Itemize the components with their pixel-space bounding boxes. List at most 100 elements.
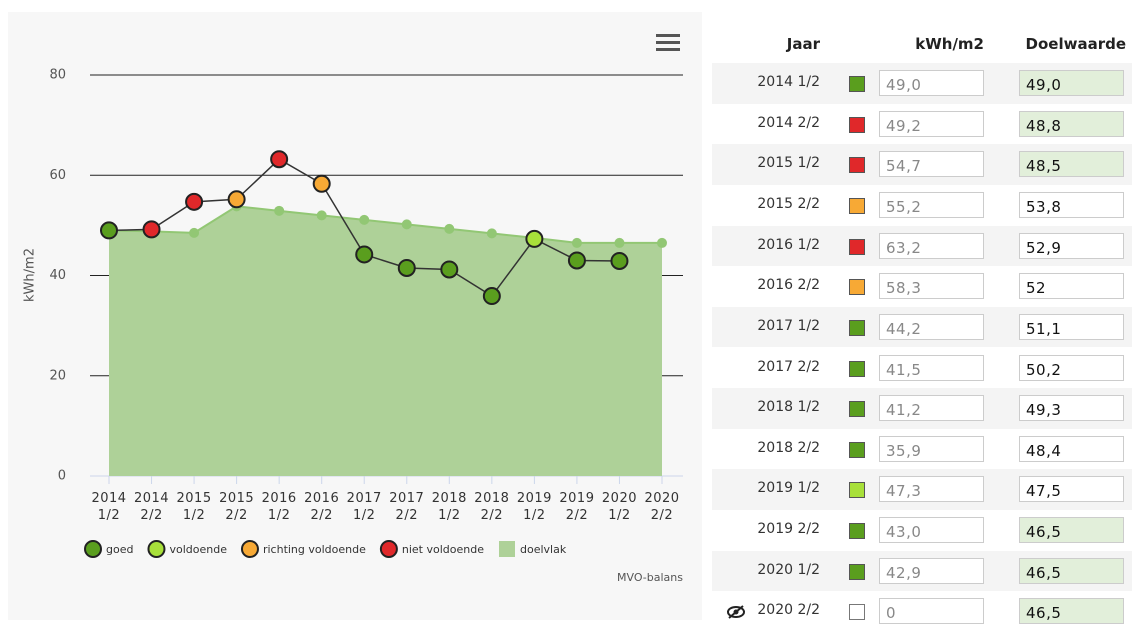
- y-tick-label: 80: [49, 68, 66, 83]
- kwh-point: [100, 221, 118, 240]
- kwh-input[interactable]: 49,2: [879, 110, 984, 137]
- x-tick-label: 2017 1/2: [346, 491, 382, 523]
- year-label: 2014 2/2: [757, 114, 820, 131]
- target-point: [359, 214, 370, 225]
- kwh-point: [397, 258, 416, 277]
- target-line: [108, 205, 662, 244]
- target-point: [571, 237, 582, 248]
- kwh-point: [567, 251, 586, 270]
- legend-symbol: [379, 540, 398, 558]
- kwh-input[interactable]: 47,3: [879, 476, 984, 503]
- year-label: 2016 2/2: [757, 277, 820, 294]
- kwh-input[interactable]: 54,7: [879, 151, 984, 178]
- kwh-input[interactable]: 35,9: [879, 435, 984, 462]
- status-swatch: [849, 441, 865, 458]
- x-tick-label: 2020 2/2: [644, 491, 680, 523]
- credit: MVO-balans: [617, 571, 683, 584]
- x-tick-label: 2016 1/2: [261, 491, 297, 523]
- kwh-point: [185, 192, 204, 211]
- kwh-point: [312, 174, 331, 193]
- target-area: [109, 206, 662, 476]
- year-label: 2019 2/2: [757, 521, 820, 538]
- x-tick-label: 2016 2/2: [304, 491, 340, 523]
- status-swatch: [849, 523, 865, 540]
- kwh-input[interactable]: 41,5: [879, 354, 984, 381]
- chart: kWh/m2 MVO-balans 0 20 40 60 80: [23, 34, 683, 584]
- x-tick-label: 2018 2/2: [474, 491, 510, 523]
- status-swatch: [849, 279, 865, 296]
- year-label: 2015 2/2: [757, 195, 820, 212]
- kwh-point: [440, 260, 459, 279]
- target-input[interactable]: 46,5: [1019, 598, 1124, 625]
- status-swatch: [849, 76, 865, 92]
- status-swatch: [849, 604, 865, 621]
- kwh-point: [270, 150, 289, 169]
- kwh-input[interactable]: 44,2: [879, 313, 984, 340]
- target-point: [274, 205, 285, 216]
- year-label: 2017 1/2: [757, 317, 820, 334]
- target-input[interactable]: 50,2: [1019, 354, 1124, 381]
- target-input[interactable]: 52: [1019, 273, 1124, 300]
- kwh-point: [142, 220, 161, 239]
- target-point: [316, 210, 327, 221]
- target-input[interactable]: 46,5: [1019, 517, 1124, 544]
- x-tick-label: 2018 1/2: [431, 491, 467, 523]
- target-input[interactable]: 49,0: [1019, 70, 1124, 96]
- status-swatch: [849, 360, 865, 377]
- target-point: [614, 237, 625, 248]
- kwh-input[interactable]: 58,3: [879, 273, 984, 300]
- x-tick-label: 2015 2/2: [219, 491, 255, 523]
- target-input[interactable]: 48,4: [1019, 435, 1124, 462]
- target-input[interactable]: 47,5: [1019, 476, 1124, 503]
- kwh-point: [610, 251, 629, 270]
- target-input[interactable]: 48,5: [1019, 151, 1124, 178]
- kwh-input[interactable]: 0: [879, 598, 984, 625]
- legend-label: niet voldoende: [401, 543, 484, 556]
- status-swatch: [849, 197, 865, 214]
- target-input[interactable]: 51,1: [1019, 313, 1124, 340]
- status-swatch: [849, 238, 865, 255]
- x-tick-label: 2015 1/2: [176, 491, 212, 523]
- legend-label: goed: [106, 543, 134, 556]
- x-tick-label: 2019 2/2: [559, 491, 595, 523]
- target-input[interactable]: 46,5: [1019, 557, 1124, 584]
- kwh-input[interactable]: 63,2: [879, 232, 984, 259]
- kwh-input[interactable]: 49,0: [879, 70, 984, 96]
- x-tick-label: 2020 1/2: [601, 491, 637, 523]
- year-label: 2015 1/2: [757, 155, 820, 172]
- target-point: [486, 228, 497, 239]
- kwh-input[interactable]: 43,0: [879, 517, 984, 544]
- target-input[interactable]: 49,3: [1019, 395, 1124, 422]
- legend-symbol: [240, 540, 259, 558]
- kwh-point: [355, 245, 374, 264]
- year-label: 2019 1/2: [757, 480, 820, 497]
- year-label: 2018 1/2: [757, 399, 820, 416]
- status-swatch: [849, 482, 865, 499]
- status-swatch: [849, 157, 865, 174]
- status-swatch: [849, 563, 865, 580]
- menu-icon[interactable]: [656, 34, 680, 51]
- x-tick-label: 2017 2/2: [389, 491, 425, 523]
- table-header: Jaar: [786, 35, 820, 53]
- y-tick-label: 0: [58, 469, 66, 484]
- year-label: 2017 2/2: [757, 358, 820, 375]
- status-swatch: [849, 401, 865, 418]
- target-input[interactable]: 48,8: [1019, 110, 1124, 137]
- target-input[interactable]: 52,9: [1019, 232, 1124, 259]
- kwh-input[interactable]: 41,2: [879, 395, 984, 422]
- table-header: kWh/m2: [915, 35, 984, 53]
- target-point: [657, 237, 667, 248]
- y-tick-label: 20: [49, 368, 66, 383]
- target-point: [444, 223, 455, 234]
- legend-symbol: [499, 541, 515, 557]
- status-swatch: [849, 116, 865, 133]
- target-input[interactable]: 53,8: [1019, 191, 1124, 218]
- hidden-icon[interactable]: [727, 605, 745, 620]
- kwh-input[interactable]: 55,2: [879, 191, 984, 218]
- year-label: 2014 1/2: [757, 74, 820, 90]
- x-tick-label: 2014 1/2: [91, 491, 127, 523]
- legend-symbol: [147, 540, 166, 558]
- status-swatch: [849, 319, 865, 336]
- kwh-input[interactable]: 42,9: [879, 557, 984, 584]
- year-label: 2016 1/2: [757, 236, 820, 253]
